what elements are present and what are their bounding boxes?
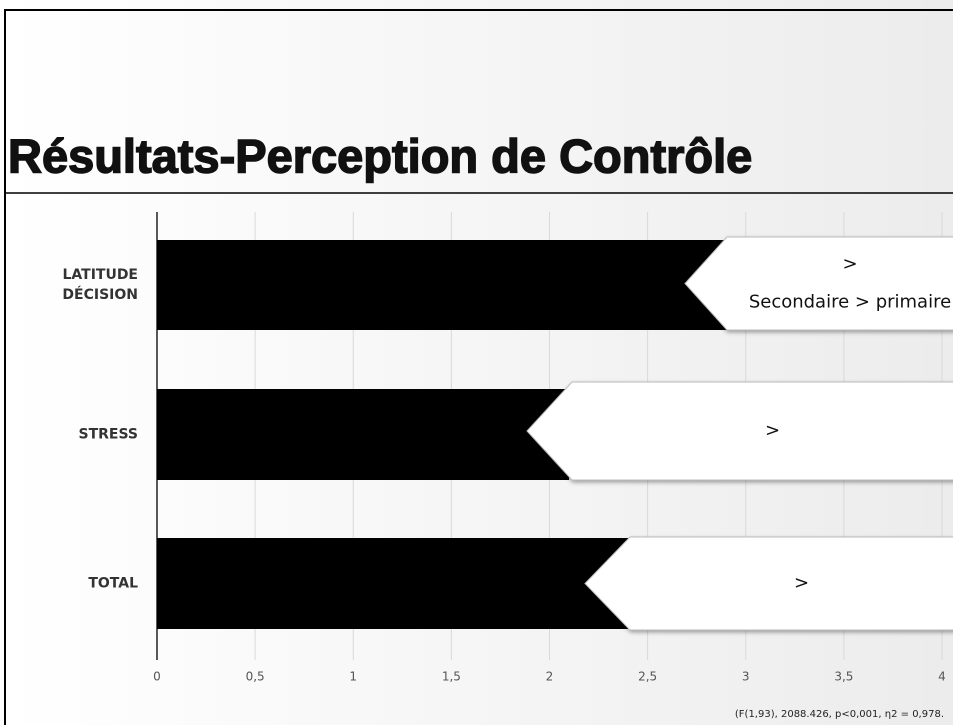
y-tick-label: TOTAL xyxy=(88,576,138,592)
x-tick-label: 0,5 xyxy=(246,670,265,684)
x-tick-label: 4 xyxy=(938,670,946,684)
x-tick-label: 2 xyxy=(546,670,554,684)
callout xyxy=(584,536,953,631)
y-tick-label: LATITUDE DÉCISION xyxy=(62,267,138,303)
x-tick-label: 3,5 xyxy=(834,670,853,684)
callout xyxy=(684,236,953,331)
x-tick-label: 0 xyxy=(153,670,161,684)
x-tick-label: 1,5 xyxy=(442,670,461,684)
callout-text: Secondaire > primaire xyxy=(749,292,951,313)
label-line: DÉCISION xyxy=(62,286,138,303)
x-tick-label: 3 xyxy=(742,670,750,684)
callout-text: > xyxy=(765,420,780,441)
callout-text: > xyxy=(794,573,809,594)
callout xyxy=(526,381,953,481)
callout-text: > xyxy=(842,254,857,275)
x-tick-label: 1 xyxy=(349,670,357,684)
label-line: LATITUDE xyxy=(62,267,138,283)
slide-title: Résultats-Perception de Contrôle xyxy=(8,129,752,182)
x-tick-label: 2,5 xyxy=(638,670,657,684)
bar xyxy=(157,538,628,629)
footnote: (F(1,93), 2088.426, p<0,001, η2 = 0,978. xyxy=(735,709,944,720)
slide-frame xyxy=(4,9,953,725)
y-tick-label: STRESS xyxy=(78,427,138,443)
bar xyxy=(157,389,570,480)
